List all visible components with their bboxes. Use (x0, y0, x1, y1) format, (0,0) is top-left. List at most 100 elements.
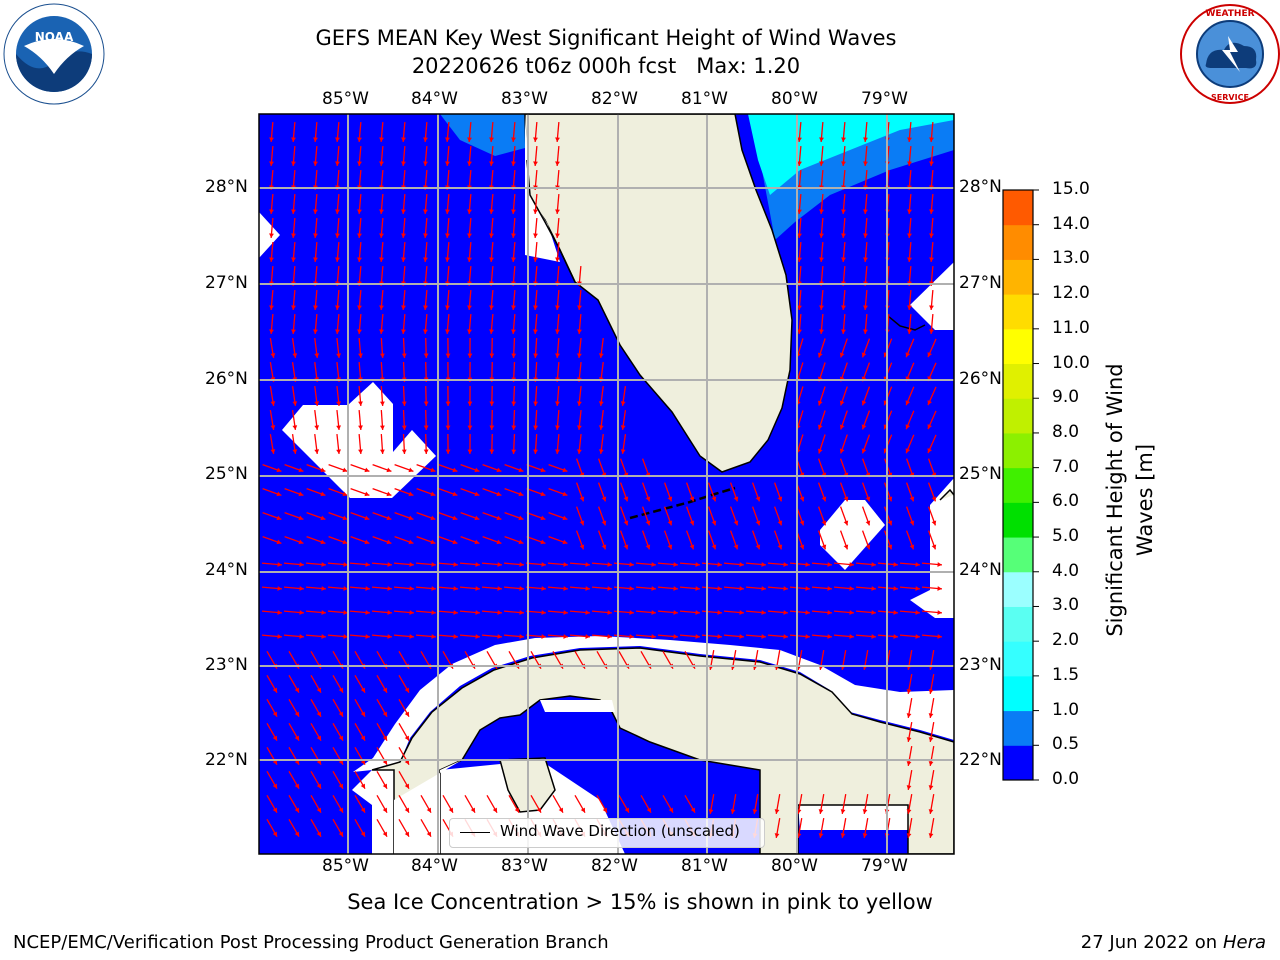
lon-label-top-83w: 83°W (501, 89, 548, 109)
wave-arrow-head (863, 233, 868, 238)
wave-arrow-head (382, 735, 387, 741)
wave-arrow-head (316, 831, 321, 837)
wave-arrow-head (382, 807, 387, 813)
wave-arrow-head (817, 400, 823, 406)
wave-arrow-head (379, 401, 385, 406)
wave-arrow-head (272, 687, 277, 693)
wave-arrow-head (931, 520, 937, 526)
wave-arrow-head (409, 586, 414, 591)
colorbar-tick-label: 10.0 (1052, 352, 1090, 373)
wave-arrow-head (338, 807, 343, 813)
wave-arrow-head (404, 807, 409, 813)
wave-arrow-head (761, 610, 766, 615)
wave-arrow-head (733, 496, 739, 502)
wave-arrow-head (364, 515, 370, 521)
colorbar-segment-15 (1003, 224, 1033, 260)
wave-arrow-head (511, 449, 517, 454)
svg-text:NOAA: NOAA (35, 30, 74, 44)
footer-date: 27 Jun 2022 on Hera (1081, 932, 1266, 953)
wave-arrow-head (909, 520, 915, 526)
wave-arrow-head (555, 209, 560, 214)
wave-arrow-head (294, 735, 299, 741)
wave-arrow-head (841, 329, 846, 334)
wave-arrow-head (818, 809, 824, 814)
wave-arrow-head (313, 209, 318, 214)
wave-arrow-head (843, 544, 849, 550)
wave-arrow-head (651, 586, 656, 591)
wave-arrow-head (276, 491, 282, 497)
wave-arrow-head (645, 496, 651, 502)
wave-arrow-head (269, 329, 274, 334)
wave-arrow-head (841, 209, 846, 214)
wave-arrow-head (358, 401, 363, 406)
wave-arrow-head (409, 610, 414, 615)
wave-arrow-head (489, 233, 494, 238)
wave-arrow-head (514, 807, 519, 813)
wave-arrow-head (871, 634, 876, 639)
wave-arrow-head (849, 634, 854, 639)
lon-label-top-82w: 82°W (591, 89, 638, 109)
wave-arrow-head (849, 586, 854, 591)
lat-label-right-23n: 23°N (959, 655, 1002, 675)
colorbar-segment-6 (1003, 537, 1033, 573)
wave-arrow-head (739, 586, 744, 591)
wave-arrow-head (387, 586, 392, 591)
wave-arrow-head (909, 496, 915, 502)
wave-arrow-head (805, 586, 810, 591)
wave-arrow-head (585, 634, 590, 639)
wave-arrow-head (445, 425, 451, 430)
wave-arrow-head (401, 401, 407, 406)
wave-arrow-head (620, 425, 626, 430)
wave-arrow-head (382, 831, 387, 837)
lat-label-left-26n: 26°N (205, 369, 248, 389)
wave-arrow-head (929, 209, 934, 214)
wave-arrow-head (717, 634, 722, 639)
colorbar-segment-14 (1003, 259, 1033, 295)
wave-arrow-head (335, 233, 340, 238)
wave-arrow-head (883, 352, 889, 358)
wave-arrow-head (313, 257, 318, 262)
wave-arrow-head (863, 137, 868, 142)
wave-arrow-head (893, 586, 898, 591)
wave-arrow-head (316, 783, 321, 789)
wave-arrow-head (431, 610, 436, 615)
wave-arrow-head (929, 233, 934, 238)
wave-arrow-head (761, 562, 766, 567)
wave-arrow-head (270, 449, 276, 454)
wave-arrow-head (276, 539, 282, 545)
lat-label-left-28n: 28°N (205, 177, 248, 197)
wave-arrow-head (408, 539, 414, 545)
wave-arrow-head (562, 467, 568, 473)
chart-title-line2: 20220626 t06z 000h fcst Max: 1.20 (411, 54, 801, 78)
lat-label-left-25n: 25°N (205, 464, 248, 484)
wave-arrow-head (755, 496, 761, 502)
wave-arrow-head (840, 809, 846, 814)
wave-arrow-head (401, 305, 406, 310)
wave-arrow-head (862, 809, 868, 814)
wave-arrow-head (272, 783, 277, 789)
wave-arrow-head (906, 737, 912, 742)
wave-arrow-head (298, 491, 304, 497)
wave-arrow-head (270, 425, 276, 430)
wave-arrow-head (423, 161, 428, 166)
wave-arrow-head (409, 562, 414, 567)
wave-arrow-head (563, 586, 568, 591)
wave-arrow-head (294, 687, 299, 693)
wave-arrow-head (887, 544, 893, 550)
wave-arrow-head (313, 137, 318, 142)
wave-arrow-head (269, 233, 274, 238)
colorbar-tick-label: 1.5 (1052, 664, 1080, 685)
wave-arrow-head (601, 544, 607, 550)
wave-arrow-head (489, 401, 495, 406)
lon-label-top-84w: 84°W (411, 89, 458, 109)
wave-arrow-head (386, 539, 392, 545)
wave-arrow-head (739, 634, 744, 639)
wave-arrow-head (555, 233, 560, 238)
wave-arrow-head (408, 515, 414, 521)
wave-arrow-head (475, 610, 480, 615)
lat-label-left-23n: 23°N (205, 655, 248, 675)
colorbar-tick-label: 12.0 (1052, 283, 1090, 304)
wave-arrow-head (906, 833, 912, 838)
wave-arrow-head (379, 449, 385, 454)
